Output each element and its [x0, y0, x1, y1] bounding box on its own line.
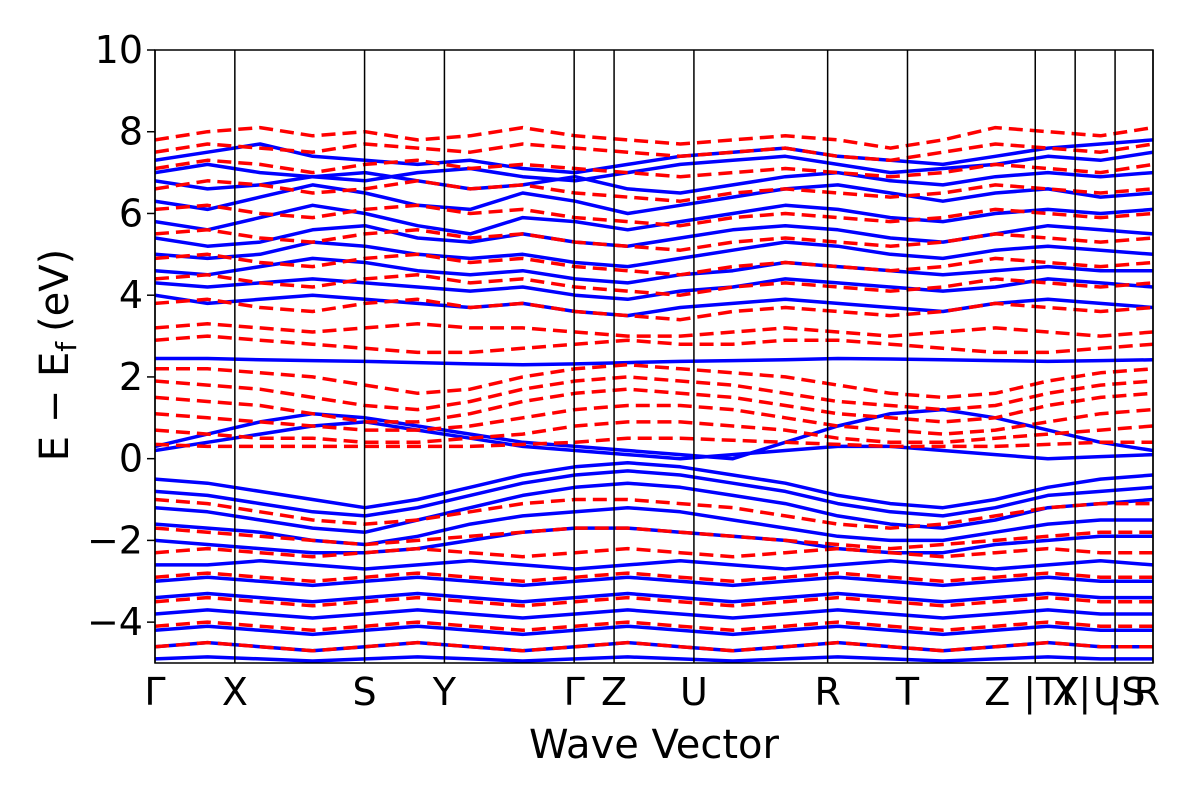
band-line [155, 407, 1153, 461]
x-tick-label: S [353, 670, 377, 714]
band-line [155, 203, 1153, 236]
y-axis-ticks: −4 −2 0 2 4 6 8 10 [87, 28, 155, 644]
band-line [155, 559, 1153, 571]
x-tick-label: Γ [564, 670, 585, 714]
x-tick-label: |S [1109, 670, 1146, 715]
band-line [155, 375, 1153, 412]
x-tick-label: |T [1023, 670, 1060, 715]
band-line [155, 293, 1153, 318]
x-tick-label: R [814, 670, 840, 714]
band-line [155, 334, 1153, 355]
y-axis-title: E − Ef (eV) [32, 249, 83, 462]
solid-band-series [155, 138, 1153, 663]
band-line [155, 481, 1153, 534]
band-line [155, 138, 1153, 175]
plot-area [155, 125, 1153, 663]
band-line [155, 526, 1153, 555]
y-axis-title-unit: (eV) [32, 249, 78, 332]
band-line [155, 497, 1153, 530]
band-line [155, 436, 1153, 449]
band-line [155, 277, 1153, 302]
y-tick-label: 10 [95, 28, 143, 72]
x-tick-label: U [1093, 670, 1121, 714]
x-tick-label: R [1134, 670, 1160, 714]
band-line [155, 322, 1153, 338]
band-line [155, 387, 1153, 424]
band-line [155, 297, 1153, 322]
band-line [155, 469, 1153, 518]
band-line [155, 170, 1153, 195]
band-line [155, 461, 1153, 510]
x-tick-label: T [895, 670, 920, 714]
y-tick-label: 6 [119, 191, 143, 235]
y-tick-label: 0 [119, 437, 143, 481]
plot-frame [154, 49, 1154, 664]
y-tick-label: −4 [87, 600, 143, 644]
x-tick-label: U [680, 670, 708, 714]
x-axis-title: Wave Vector [529, 722, 780, 768]
y-tick-label: 4 [119, 273, 143, 317]
band-line [155, 183, 1153, 216]
band-line [155, 256, 1153, 285]
y-axis-title-main: E − E [32, 352, 78, 462]
kpoint-divider-lines [154, 50, 1154, 663]
band-line [155, 362, 1153, 400]
band-line [155, 420, 1153, 461]
band-line [155, 223, 1153, 248]
band-line [155, 655, 1153, 663]
band-line [155, 240, 1153, 269]
y-tick-label: −2 [87, 518, 143, 562]
x-tick-label: X [222, 670, 248, 714]
x-tick-label: X [1052, 670, 1078, 714]
x-tick-label: Γ [144, 670, 165, 714]
band-line [155, 640, 1153, 653]
x-axis-ticks: Γ X S Y Γ Z U R T Z |TY|X U|SR [144, 670, 1160, 715]
band-line [155, 591, 1153, 604]
x-tick-label: Z [984, 670, 1010, 714]
band-line [155, 575, 1153, 588]
x-tick-label: Y [432, 670, 457, 714]
x-tick-label: Y| [1054, 670, 1091, 715]
band-line [155, 356, 1153, 367]
band-line [155, 142, 1153, 163]
y-tick-label: 2 [119, 355, 143, 399]
y-axis-title-subscript: f [50, 341, 83, 352]
band-line [155, 505, 1153, 547]
y-tick-label: 8 [119, 110, 143, 154]
dashed-band-series [155, 125, 1153, 653]
band-line [155, 608, 1153, 620]
x-tick-label: Z [601, 670, 627, 714]
band-line [155, 624, 1153, 637]
